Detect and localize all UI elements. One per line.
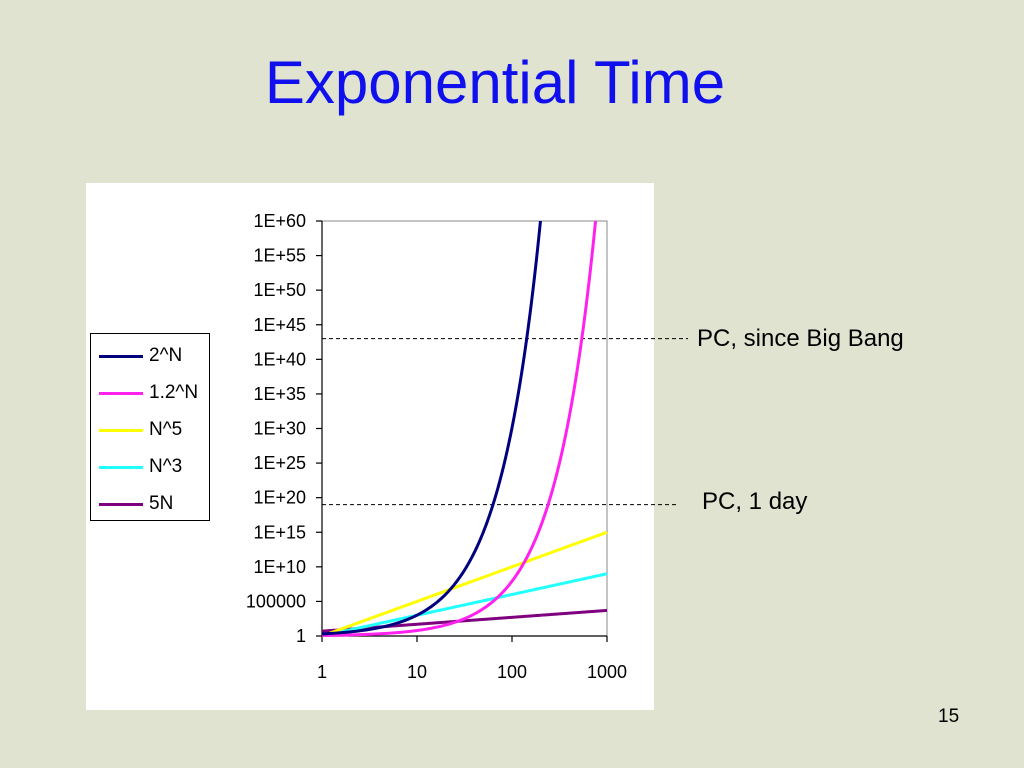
legend-label-1-2n: 1.2^N: [149, 382, 199, 403]
y-tick-label: 1: [296, 626, 306, 646]
y-tick-label: 1E+60: [253, 211, 306, 231]
annotation-one-day: PC, 1 day: [702, 488, 808, 515]
x-tick-label: 1: [317, 662, 327, 682]
legend-item-n5: N^5: [99, 419, 183, 440]
y-tick-label: 1E+25: [253, 453, 306, 473]
legend-item-5n: 5N: [99, 493, 174, 514]
annotation-big-bang: PC, since Big Bang: [697, 325, 904, 352]
y-tick-label: 1E+50: [253, 280, 306, 300]
y-tick-label: 1E+15: [253, 522, 306, 542]
legend-swatch-n5: [99, 428, 143, 432]
y-tick-label: 1E+35: [253, 384, 306, 404]
legend-item-2n: 2^N: [99, 345, 183, 366]
series-line-1-2-N: [322, 221, 598, 637]
legend-item-1-2n: 1.2^N: [99, 382, 199, 403]
y-tick-label: 1E+55: [253, 246, 306, 266]
axes: 1 100000 1E+10 1E+15 1E+20 1E+25 1E+30 1E+35 1E+…: [246, 211, 627, 682]
series-line-N-3: [322, 572, 608, 637]
legend-swatch-1-2n: [99, 391, 143, 395]
y-tick-label: 100000: [246, 591, 306, 611]
x-tick-label: 1000: [587, 662, 627, 682]
series-lines: [322, 221, 608, 637]
legend-swatch-2n: [99, 354, 143, 358]
page-number: 15: [938, 706, 960, 727]
series-line-5N: [322, 608, 608, 633]
slide-title: Exponential Time: [264, 49, 726, 116]
x-tick-label: 100: [497, 662, 527, 682]
legend-swatch-n3: [99, 465, 143, 469]
legend-label-n3: N^3: [149, 456, 183, 477]
legend-item-n3: N^3: [99, 456, 183, 477]
x-tick-label: 10: [407, 662, 427, 682]
series-line-N-5: [322, 530, 608, 637]
legend-label-5n: 5N: [149, 493, 174, 514]
chart-legend: 2^N 1.2^N N^5 N^3 5N: [90, 333, 210, 521]
y-tick-label: 1E+20: [253, 488, 306, 508]
reference-lines: [322, 338, 688, 506]
plot-area-frame: [321, 220, 608, 637]
y-tick-label: 1E+45: [253, 315, 306, 335]
y-tick-label: 1E+10: [253, 557, 306, 577]
series-line-2-N: [322, 221, 542, 636]
legend-swatch-5n: [99, 502, 143, 506]
legend-label-2n: 2^N: [149, 345, 183, 366]
y-tick-label: 1E+30: [253, 419, 306, 439]
legend-label-n5: N^5: [149, 419, 183, 440]
y-tick-label: 1E+40: [253, 349, 306, 369]
